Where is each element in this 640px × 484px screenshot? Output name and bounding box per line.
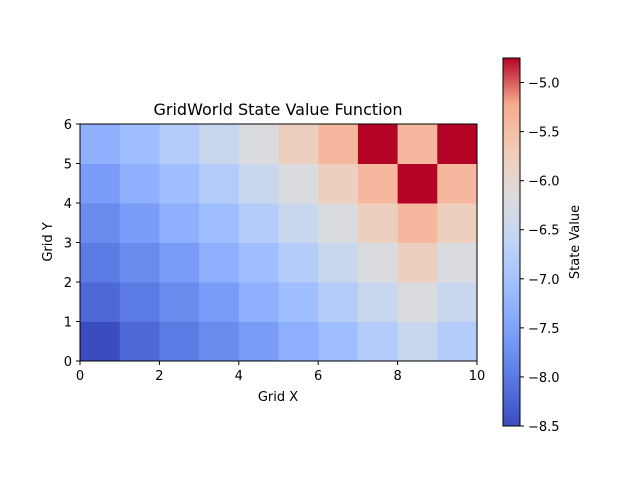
heatmap-cell: [199, 203, 240, 243]
tick-label: 10: [469, 369, 486, 384]
heatmap-cell: [278, 321, 319, 362]
heatmap-cell: [119, 282, 160, 322]
heatmap-cell: [357, 203, 399, 243]
y-axis-ticks: 0 1 2 3 4 5 6: [64, 118, 80, 370]
heatmap-cell: [80, 124, 121, 164]
tick-label: 8: [393, 369, 401, 384]
x-axis-ticks: 0 2 4 6 8 10: [76, 361, 485, 384]
heatmap-cell: [278, 163, 319, 204]
heatmap-cell: [437, 321, 478, 362]
heatmap-cell: [80, 282, 121, 322]
heatmap-cell: [437, 282, 478, 322]
heatmap-cell: [437, 242, 478, 283]
heatmap-cell: [278, 282, 319, 322]
heatmap-cell: [397, 203, 438, 243]
heatmap-cell: [397, 321, 438, 362]
heatmap-cell: [238, 242, 279, 283]
heatmap-cell: [119, 242, 160, 283]
heatmap-cell: [318, 242, 359, 283]
heatmap-cell: [397, 282, 438, 322]
tick-label: 6: [314, 369, 322, 384]
heatmap-cell: [119, 321, 160, 362]
heatmap-cell: [238, 321, 279, 362]
heatmap-cell: [357, 163, 399, 204]
x-axis-label: Grid X: [258, 390, 298, 405]
heatmap-cell: [318, 321, 359, 362]
heatmap-cell: [357, 321, 399, 362]
heatmap-cell: [80, 321, 121, 362]
heatmap-cell: [238, 282, 279, 322]
heatmap-cell: [199, 282, 240, 322]
heatmap-cell: [278, 124, 319, 164]
tick-label: 2: [64, 276, 72, 291]
tick-label: 1: [64, 316, 72, 331]
tick-label: −5.0: [528, 77, 560, 92]
heatmap-cell: [159, 242, 200, 283]
heatmap-cell: [119, 124, 160, 164]
heatmap-cell: [357, 124, 399, 164]
heatmap-cell: [318, 282, 359, 322]
tick-label: −6.5: [528, 224, 560, 239]
heatmap-cell: [397, 163, 438, 204]
colorbar-ticks: −8.5 −8.0 −7.5 −7.0 −6.5 −6.0 −5.5 −5.0: [520, 77, 560, 435]
tick-label: 3: [64, 237, 72, 252]
heatmap-cell: [199, 124, 240, 164]
tick-label: 4: [235, 369, 243, 384]
tick-label: −8.0: [528, 371, 560, 386]
heatmap-cells: [80, 124, 478, 362]
heatmap-cell: [159, 124, 200, 164]
heatmap-cell: [278, 203, 319, 243]
heatmap-cell: [119, 163, 160, 204]
heatmap-cell: [80, 203, 121, 243]
heatmap-cell: [397, 242, 438, 283]
heatmap-cell: [318, 203, 359, 243]
heatmap-cell: [397, 124, 438, 164]
colorbar-label: State Value: [568, 205, 583, 279]
tick-label: 4: [64, 197, 72, 212]
chart-title: GridWorld State Value Function: [153, 100, 402, 119]
tick-label: −6.0: [528, 175, 560, 190]
heatmap-cell: [437, 124, 478, 164]
heatmap-cell: [159, 282, 200, 322]
tick-label: −8.5: [528, 420, 560, 435]
heatmap-cell: [159, 163, 200, 204]
heatmap-cell: [159, 203, 200, 243]
heatmap-cell: [278, 242, 319, 283]
tick-label: 6: [64, 118, 72, 133]
heatmap-cell: [199, 163, 240, 204]
heatmap-cell: [199, 242, 240, 283]
tick-label: −7.0: [528, 273, 560, 288]
heatmap-cell: [119, 203, 160, 243]
heatmap-cell: [318, 163, 359, 204]
heatmap-cell: [238, 124, 279, 164]
tick-label: 0: [76, 369, 84, 384]
tick-label: 5: [64, 158, 72, 173]
tick-label: −5.5: [528, 126, 560, 141]
heatmap-cell: [80, 163, 121, 204]
heatmap-cell: [199, 321, 240, 362]
heatmap-cell: [238, 203, 279, 243]
heatmap-cell: [80, 242, 121, 283]
tick-label: 0: [64, 355, 72, 370]
heatmap-cell: [318, 124, 359, 164]
heatmap-cell: [437, 163, 478, 204]
tick-label: 2: [155, 369, 163, 384]
tick-label: −7.5: [528, 322, 560, 337]
heatmap-cell: [357, 282, 399, 322]
heatmap-cell: [159, 321, 200, 362]
colorbar: [502, 57, 521, 427]
heatmap-cell: [357, 242, 399, 283]
heatmap-cell: [437, 203, 478, 243]
heatmap-cell: [238, 163, 279, 204]
y-axis-label: Grid Y: [41, 222, 56, 261]
